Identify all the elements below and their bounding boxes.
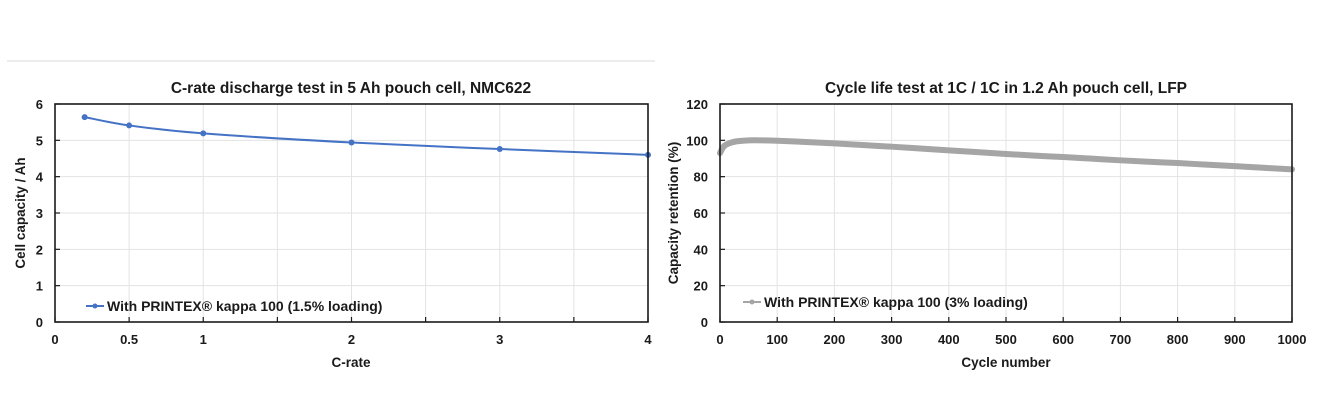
x-tick-label: 500 xyxy=(995,332,1017,347)
legend-label: With PRINTEX® kappa 100 (1.5% loading) xyxy=(107,298,382,314)
x-tick-label: 0 xyxy=(51,332,58,347)
y-tick-label: 60 xyxy=(694,206,708,221)
y-tick-label: 0 xyxy=(36,315,43,330)
chart-c-rate-discharge: C-rate discharge test in 5 Ah pouch cell… xyxy=(13,80,652,370)
x-tick-label: 3 xyxy=(496,332,503,347)
x-tick-label: 600 xyxy=(1052,332,1074,347)
x-tick-label: 1000 xyxy=(1278,332,1307,347)
y-tick-label: 100 xyxy=(686,133,708,148)
y-tick-label: 5 xyxy=(36,133,43,148)
legend-label: With PRINTEX® kappa 100 (3% loading) xyxy=(764,294,1028,310)
x-tick-label: 200 xyxy=(824,332,846,347)
x-tick-label: 300 xyxy=(881,332,903,347)
chart-title: C-rate discharge test in 5 Ah pouch cell… xyxy=(171,80,531,97)
top-divider xyxy=(7,60,655,62)
data-point xyxy=(496,146,503,153)
data-point xyxy=(348,139,355,146)
y-tick-label: 80 xyxy=(694,170,708,185)
x-tick-label: 700 xyxy=(1110,332,1132,347)
x-axis-label: C-rate xyxy=(331,355,371,370)
y-tick-label: 3 xyxy=(36,206,43,221)
y-tick-label: 1 xyxy=(36,279,43,294)
chart-title: Cycle life test at 1C / 1C in 1.2 Ah pou… xyxy=(825,80,1187,97)
x-tick-label: 800 xyxy=(1167,332,1189,347)
y-tick-label: 0 xyxy=(701,315,708,330)
x-tick-label: 400 xyxy=(938,332,960,347)
x-tick-label: 0 xyxy=(716,332,723,347)
series-line xyxy=(717,137,1295,173)
x-tick-label: 900 xyxy=(1224,332,1246,347)
y-axis-label: Capacity retention (%) xyxy=(666,142,681,285)
y-tick-label: 6 xyxy=(36,97,43,112)
legend: With PRINTEX® kappa 100 (1.5% loading) xyxy=(86,298,382,314)
x-tick-label: 1 xyxy=(200,332,207,347)
x-tick-label: 2 xyxy=(348,332,355,347)
data-point xyxy=(126,122,133,129)
y-tick-label: 4 xyxy=(36,170,44,185)
legend-marker-icon xyxy=(749,299,755,305)
chart-cycle-life: Cycle life test at 1C / 1C in 1.2 Ah pou… xyxy=(666,80,1307,370)
x-tick-label: 0.5 xyxy=(120,332,138,347)
y-tick-label: 120 xyxy=(686,97,708,112)
y-tick-label: 20 xyxy=(694,279,708,294)
legend-marker-icon xyxy=(92,303,98,309)
y-tick-label: 40 xyxy=(694,242,708,257)
data-point xyxy=(81,114,88,121)
y-tick-label: 2 xyxy=(36,242,43,257)
data-point xyxy=(200,130,207,137)
x-tick-label: 4 xyxy=(644,332,652,347)
series-line xyxy=(83,116,649,156)
x-axis-label: Cycle number xyxy=(961,355,1051,370)
x-tick-label: 100 xyxy=(766,332,788,347)
legend: With PRINTEX® kappa 100 (3% loading) xyxy=(743,294,1028,310)
y-axis-label: Cell capacity / Ah xyxy=(13,157,28,268)
